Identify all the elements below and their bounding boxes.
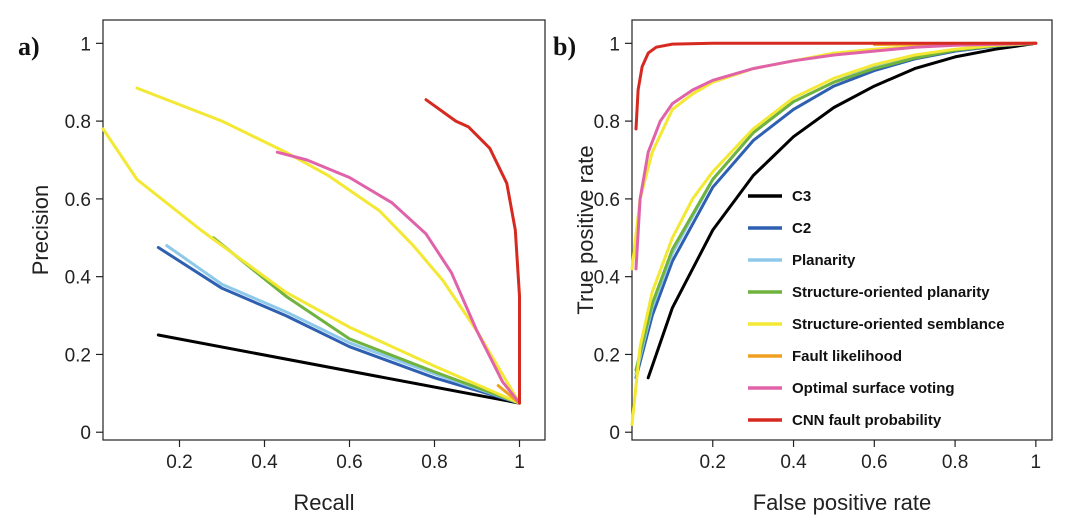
series-line-structure-oriented-semblance-a <box>101 127 521 405</box>
x-tick-label: 0.8 <box>421 452 447 473</box>
x-axis-label-a: Recall <box>293 490 354 515</box>
x-tick-label: 1 <box>1031 452 1042 473</box>
y-tick-label: 0.4 <box>594 268 621 289</box>
panel-label-b: b) <box>553 32 576 61</box>
legend-label-c3: C3 <box>792 188 811 205</box>
series-line-structure-oriented-planarity-a <box>212 236 521 405</box>
y-tick-label: 0.6 <box>594 190 620 211</box>
series-line-optimal-surface-voting-b <box>634 41 1038 271</box>
axes-a: 0.2 0.4 0.6 0.8 1 0 0.2 0.4 0.6 0.8 1 <box>65 34 525 473</box>
legend: C3 C2 Planarity Structure-oriented planarit… <box>748 188 1005 429</box>
series-line-structure-oriented-semblance-b <box>630 41 1038 426</box>
x-tick-label: 0.6 <box>861 452 887 473</box>
y-tick-label: 0.4 <box>65 268 92 289</box>
y-tick-label: 0 <box>609 423 620 444</box>
series-line-c3-a <box>156 333 521 405</box>
y-axis-label-a: Precision <box>28 185 53 275</box>
series-line-c3-b <box>646 41 1038 380</box>
series-line-planarity-a <box>165 244 521 405</box>
plot-frame-b <box>631 19 1053 441</box>
legend-label-structure-oriented-planarity: Structure-oriented planarity <box>792 284 990 301</box>
y-tick-label: 0 <box>80 423 91 444</box>
y-tick-label: 0.8 <box>65 112 91 133</box>
y-axis-label-b: True positive rate <box>573 145 598 314</box>
series-line-cnn-fault-probability-b <box>634 41 1038 131</box>
y-tick-label: 1 <box>609 34 620 55</box>
legend-label-fault-likelihood: Fault likelihood <box>792 348 902 365</box>
legend-label-planarity: Planarity <box>792 252 856 269</box>
axes-b: 0.2 0.4 0.6 0.8 1 0 0.2 0.4 0.6 0.8 1 <box>594 34 1042 473</box>
series-line-cnn-fault-probability-a <box>424 98 521 405</box>
x-tick-label: 1 <box>514 452 525 473</box>
y-tick-label: 1 <box>80 34 91 55</box>
legend-label-structure-oriented-semblance: Structure-oriented semblance <box>792 316 1005 333</box>
legend-label-optimal-surface-voting: Optimal surface voting <box>792 380 955 397</box>
series-line-optimal-surface-voting-a <box>275 150 521 405</box>
y-tick-label: 0.8 <box>594 112 620 133</box>
legend-label-c2: C2 <box>792 220 811 237</box>
plot-frame-a <box>102 19 546 441</box>
y-tick-label: 0.6 <box>65 190 91 211</box>
x-tick-label: 0.4 <box>251 452 278 473</box>
legend-label-cnn-fault-probability: CNN fault probability <box>792 412 942 429</box>
panel-label-a: a) <box>18 32 40 61</box>
x-tick-label: 0.8 <box>942 452 968 473</box>
series-line-c2-a <box>156 246 521 405</box>
x-tick-label: 0.4 <box>780 452 807 473</box>
x-tick-label: 0.6 <box>336 452 362 473</box>
x-tick-label: 0.2 <box>700 452 726 473</box>
series-line-structure-oriented-semblance-upper-a <box>135 86 521 405</box>
x-tick-label: 0.2 <box>166 452 192 473</box>
y-tick-label: 0.2 <box>65 345 91 366</box>
y-tick-label: 0.2 <box>594 345 620 366</box>
x-axis-label-b: False positive rate <box>753 490 932 515</box>
